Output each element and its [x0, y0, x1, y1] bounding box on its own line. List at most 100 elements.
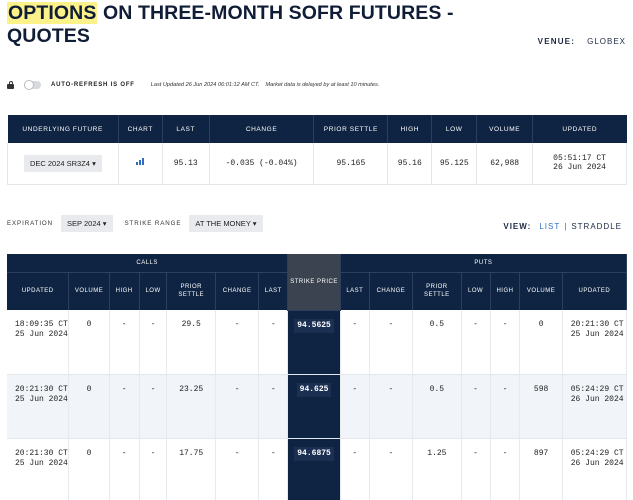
strike-price-cell: 94.6875: [287, 438, 341, 500]
call-last: -: [258, 438, 289, 500]
call-last: -: [258, 374, 289, 439]
view-list-link[interactable]: LIST: [539, 222, 561, 231]
auto-refresh-row: AUTO-REFRESH IS OFF Last Updated 26 Jun …: [7, 79, 379, 91]
put-col-header: CHANGE: [369, 272, 414, 310]
change-value: -0.035 (-0.04%): [209, 143, 315, 185]
filters-bar: EXPIRATION SEP 2024 ▾ STRIKE RANGE AT TH…: [7, 213, 275, 233]
options-table: CALLS STRIKE PRICE PUTS UPDATED VOLUME H…: [7, 254, 628, 500]
call-col-header: VOLUME: [68, 272, 110, 310]
put-updated: 20:21:30 CT 25 Jun 2024: [562, 310, 628, 375]
prior-settle-value: 95.165: [313, 143, 389, 185]
put-col-header: LAST: [340, 272, 370, 310]
page-title: OPTIONS ON THREE-MONTH SOFR FUTURES - QU…: [7, 2, 477, 48]
auto-refresh-label: AUTO-REFRESH IS OFF: [51, 82, 135, 88]
venue: VENUE: GLOBEX: [538, 37, 626, 46]
col-header: PRIOR SETTLE: [313, 115, 389, 143]
put-updated: 05:24:29 CT 26 Jun 2024: [562, 438, 628, 500]
col-header: VOLUME: [476, 115, 534, 143]
strike-price: 94.5625: [294, 318, 334, 333]
put-volume: 897: [519, 438, 563, 500]
last-value: 95.13: [162, 143, 210, 185]
call-prior-settle: 29.5: [166, 310, 216, 375]
auto-refresh-toggle[interactable]: [24, 80, 41, 90]
put-low: -: [461, 438, 491, 500]
put-col-header: HIGH: [490, 272, 521, 310]
call-col-header: PRIOR SETTLE: [166, 272, 216, 310]
expiration-dropdown[interactable]: SEP 2024 ▾: [61, 214, 113, 232]
call-change: -: [215, 438, 260, 500]
put-col-header: LOW: [461, 272, 491, 310]
strike-price: 94.6875: [294, 446, 334, 461]
call-low: -: [139, 438, 168, 500]
call-low: -: [139, 310, 168, 375]
underlying-header-row: UNDERLYING FUTURE CHART LAST CHANGE PRIO…: [7, 115, 627, 143]
col-header: UPDATED: [532, 115, 627, 143]
col-header: CHANGE: [209, 115, 315, 143]
col-header: LAST: [162, 115, 210, 143]
call-volume: 0: [68, 310, 110, 375]
calls-header: CALLS: [7, 254, 289, 273]
table-row: 20:21:30 CT 25 Jun 2024 0 - - 23.25 - - …: [7, 374, 628, 439]
delay-note: Market data is delayed by at least 10 mi…: [265, 82, 380, 88]
view-toggle: VIEW: LIST | STRADDLE: [503, 222, 622, 231]
put-col-header: VOLUME: [519, 272, 563, 310]
caret-down-icon: ▾: [252, 218, 257, 228]
high-value: 95.16: [387, 143, 433, 185]
last-updated-text: Last Updated 26 Jun 2024 06:01:12 AM CT.…: [150, 82, 380, 88]
call-col-header: LOW: [139, 272, 168, 310]
contract-cell: DEC 2024 SR3Z4 ▾: [7, 143, 119, 185]
bar-chart-icon[interactable]: [136, 158, 145, 166]
page-title-rest: ON THREE-MONTH SOFR FUTURES - QUOTES: [7, 2, 454, 47]
contract-dropdown[interactable]: DEC 2024 SR3Z4 ▾: [23, 154, 102, 172]
put-change: -: [369, 438, 414, 500]
call-updated: 20:21:30 CT 25 Jun 2024: [7, 438, 70, 500]
strike-price-header: STRIKE PRICE: [287, 254, 341, 311]
table-row: 20:21:30 CT 25 Jun 2024 0 - - 17.75 - - …: [7, 438, 628, 500]
put-low: -: [461, 310, 491, 375]
put-volume: 598: [519, 374, 563, 439]
options-group-row: CALLS STRIKE PRICE PUTS: [7, 254, 628, 311]
table-row: 18:09:35 CT 25 Jun 2024 0 - - 29.5 - - 9…: [7, 310, 628, 375]
venue-value: GLOBEX: [587, 37, 626, 46]
call-change: -: [215, 310, 260, 375]
expiration-label: EXPIRATION: [7, 219, 54, 227]
put-last: -: [340, 310, 370, 375]
call-last: -: [258, 310, 289, 375]
strike-price-cell: 94.5625: [287, 310, 341, 375]
call-low: -: [139, 374, 168, 439]
call-updated: 20:21:30 CT 25 Jun 2024: [7, 374, 70, 439]
underlying-table: UNDERLYING FUTURE CHART LAST CHANGE PRIO…: [7, 115, 627, 185]
put-change: -: [369, 374, 414, 439]
col-header: LOW: [431, 115, 478, 143]
chart-cell: [118, 143, 163, 185]
toggle-knob: [24, 80, 34, 90]
call-high: -: [109, 438, 140, 500]
call-high: -: [109, 374, 140, 439]
caret-down-icon: ▾: [102, 218, 107, 228]
options-header-row: UPDATED VOLUME HIGH LOW PRIOR SETTLE CHA…: [7, 272, 628, 310]
updated-value: 05:51:17 CT 26 Jun 2024: [532, 143, 627, 185]
put-high: -: [490, 310, 521, 375]
put-prior-settle: 1.25: [412, 438, 462, 500]
call-change: -: [215, 374, 260, 439]
strike-price: 94.625: [296, 382, 332, 397]
call-volume: 0: [68, 438, 110, 500]
put-col-header: UPDATED: [562, 272, 628, 310]
put-prior-settle: 0.5: [412, 374, 462, 439]
call-col-header: CHANGE: [215, 272, 260, 310]
put-change: -: [369, 310, 414, 375]
view-separator: |: [564, 222, 568, 231]
strike-range-dropdown[interactable]: AT THE MONEY ▾: [189, 214, 263, 232]
strike-range-label: STRIKE RANGE: [124, 219, 182, 227]
view-straddle-link[interactable]: STRADDLE: [571, 222, 622, 231]
put-high: -: [490, 374, 521, 439]
underlying-row: DEC 2024 SR3Z4 ▾ 95.13 -0.035 (-0.04%) 9…: [7, 143, 627, 185]
call-col-header: LAST: [258, 272, 289, 310]
view-label: VIEW:: [503, 222, 532, 231]
venue-label: VENUE:: [537, 37, 576, 46]
call-volume: 0: [68, 374, 110, 439]
put-updated: 05:24:29 CT 26 Jun 2024: [562, 374, 628, 439]
call-high: -: [109, 310, 140, 375]
page-title-highlight: OPTIONS: [7, 2, 98, 24]
low-value: 95.125: [431, 143, 478, 185]
